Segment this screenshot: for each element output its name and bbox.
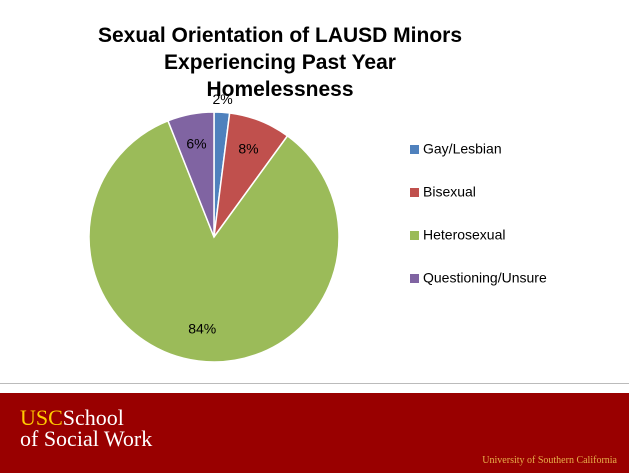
data-label: 6% xyxy=(186,136,206,152)
data-label: 8% xyxy=(238,141,258,157)
legend-swatch xyxy=(410,188,419,197)
data-label: 84% xyxy=(188,321,216,337)
legend-label: Heterosexual xyxy=(423,227,506,243)
legend-label: Questioning/Unsure xyxy=(423,270,547,286)
chart: 2% Gay/Lesbian 8% Bisexual 84% Heterosexual 6%… xyxy=(88,91,547,363)
school-line2: of Social Work xyxy=(20,426,153,451)
legend-swatch xyxy=(410,145,419,154)
footer: USCSchool of Social Work University of S… xyxy=(0,393,629,473)
chart-title: Sexual Orientation of LAUSD Minors Exper… xyxy=(97,24,463,101)
school: School xyxy=(62,405,124,430)
divider xyxy=(0,383,629,384)
legend-label: Gay/Lesbian xyxy=(423,141,502,157)
university: University of Southern California xyxy=(482,455,617,466)
pie-slice xyxy=(88,119,340,363)
footer-logo: USCSchool xyxy=(20,407,124,429)
legend-swatch xyxy=(410,231,419,240)
legend-swatch xyxy=(410,274,419,283)
brand: USC xyxy=(20,405,63,430)
legend-label: Bisexual xyxy=(423,184,476,200)
pie-slice xyxy=(167,111,215,238)
data-label: 2% xyxy=(212,91,232,107)
